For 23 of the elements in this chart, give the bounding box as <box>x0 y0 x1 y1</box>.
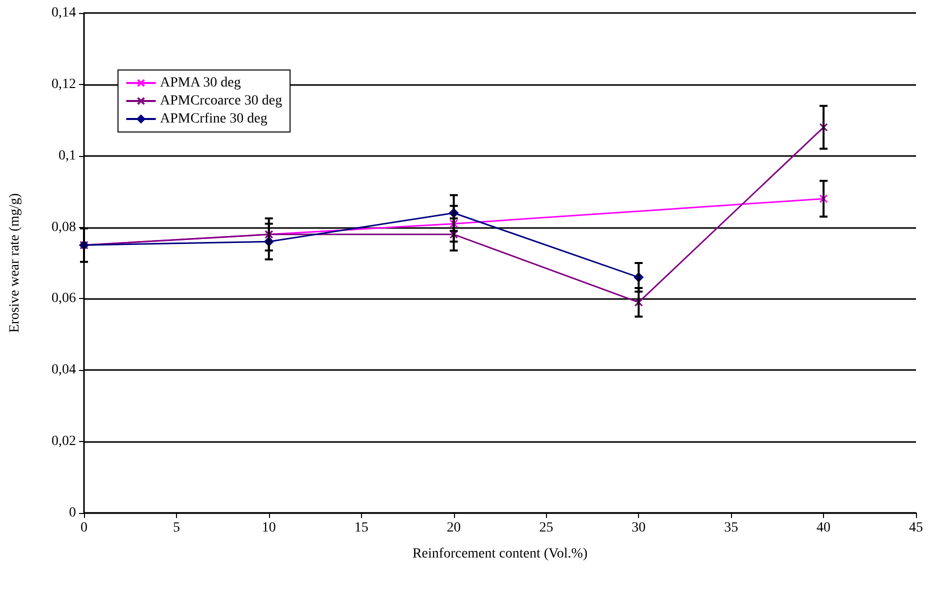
x-tick-label: 10 <box>262 520 276 536</box>
y-tick-label: 0,12 <box>52 76 76 92</box>
x-tick-label: 30 <box>632 520 646 536</box>
y-axis-title: Erosive wear rate (mg/g) <box>8 192 22 333</box>
y-tick-label: 0,02 <box>52 434 76 450</box>
y-tick-label: 0,14 <box>52 6 76 20</box>
y-tick-label: 0,1 <box>58 148 76 164</box>
y-tick-label: 0,04 <box>52 362 76 378</box>
x-tick-label: 0 <box>80 520 88 536</box>
x-tick-label: 20 <box>446 520 461 536</box>
y-tick-label: 0 <box>69 506 76 520</box>
legend-label: APMA 30 deg <box>160 76 241 90</box>
x-tick-label: 45 <box>909 520 923 536</box>
y-tick-label: 0,08 <box>52 220 76 235</box>
y-tick-label: 0,06 <box>52 291 76 306</box>
x-tick-label: 35 <box>724 520 738 536</box>
legend-label: APMCrfine 30 deg <box>160 112 268 126</box>
x-tick-label: 40 <box>816 520 831 536</box>
x-tick-label: 25 <box>539 520 554 536</box>
x-tick-label: 15 <box>354 520 368 536</box>
legend-label: APMCrcoarce 30 deg <box>160 94 282 108</box>
x-tick-label: 5 <box>172 520 180 536</box>
x-axis-title: Reinforcement content (Vol.%) <box>412 546 588 562</box>
